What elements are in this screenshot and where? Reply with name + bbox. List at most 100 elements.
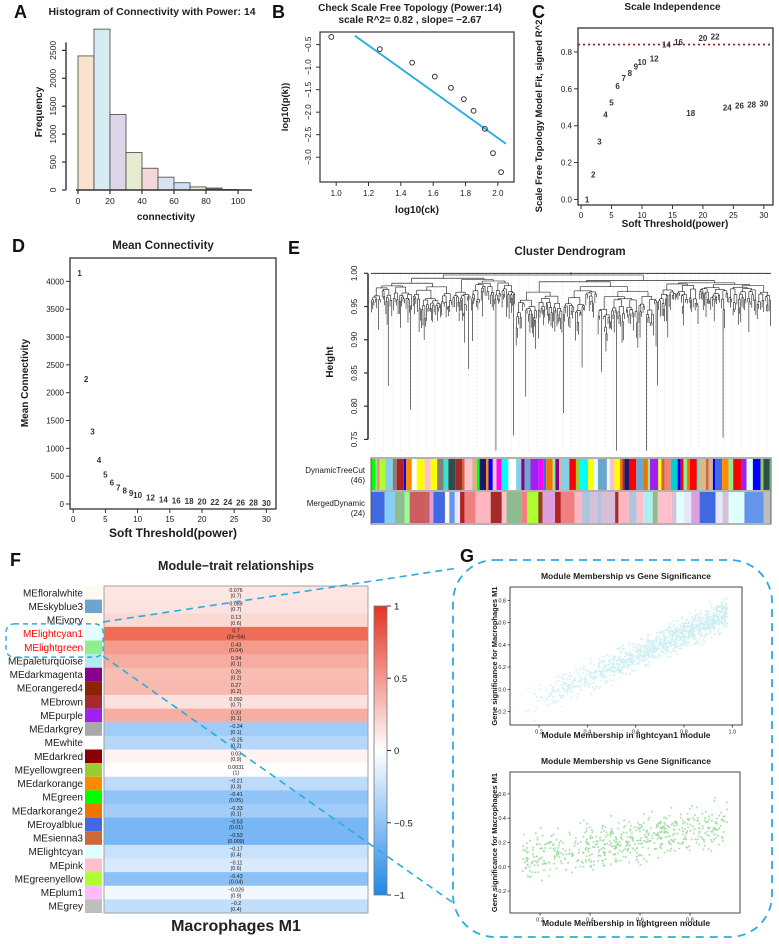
svg-text:1.0: 1.0	[331, 189, 343, 198]
svg-text:MElightcyan: MElightcyan	[29, 847, 83, 858]
svg-text:20: 20	[698, 211, 707, 220]
svg-text:0.8: 0.8	[561, 48, 573, 57]
panel-d-title: Mean Connectivity	[112, 240, 214, 252]
svg-text:log10(p(k)): log10(p(k))	[280, 83, 291, 132]
svg-text:(0.7): (0.7)	[231, 703, 242, 709]
svg-text:0.2: 0.2	[536, 918, 544, 924]
svg-text:MEpaleturquoise: MEpaleturquoise	[8, 656, 83, 667]
panel-b: B Check Scale Free Topology (Power:14) s…	[270, 0, 530, 232]
svg-text:(0.9): (0.9)	[231, 757, 242, 763]
svg-text:MElightgreen: MElightgreen	[24, 643, 83, 654]
svg-text:−0.2: −0.2	[231, 901, 242, 907]
svg-text:MEdarkorange2: MEdarkorange2	[12, 806, 84, 817]
svg-text:1500: 1500	[46, 417, 64, 426]
svg-text:log10(ck): log10(ck)	[395, 205, 439, 216]
svg-text:MEfloralwhite: MEfloralwhite	[23, 588, 83, 599]
svg-text:12: 12	[650, 54, 659, 63]
svg-text:1.0: 1.0	[729, 730, 737, 736]
svg-text:Mean Connectivity: Mean Connectivity	[20, 338, 31, 427]
svg-text:2500: 2500	[48, 41, 58, 60]
svg-text:MEskyblue3: MEskyblue3	[29, 602, 84, 613]
svg-text:MElightcyan1: MElightcyan1	[23, 629, 83, 640]
svg-text:10: 10	[638, 211, 647, 220]
svg-text:1: 1	[585, 195, 590, 204]
svg-text:0.2: 0.2	[561, 159, 573, 168]
svg-text:1.8: 1.8	[460, 189, 472, 198]
panel-c-title: Scale Independence	[624, 2, 721, 13]
svg-text:1: 1	[394, 602, 399, 613]
svg-text:3500: 3500	[46, 305, 64, 314]
svg-text:1: 1	[77, 269, 82, 278]
svg-text:(0.2): (0.2)	[231, 743, 242, 749]
svg-text:(0.04): (0.04)	[229, 880, 243, 886]
svg-text:(0.01): (0.01)	[229, 825, 243, 831]
svg-text:20: 20	[198, 497, 207, 506]
svg-text:0.90: 0.90	[350, 331, 359, 347]
svg-text:MEdarkmagenta: MEdarkmagenta	[10, 670, 84, 681]
svg-text:0.0: 0.0	[498, 865, 506, 871]
svg-text:MergedDynamic: MergedDynamic	[307, 499, 365, 508]
svg-text:40: 40	[137, 196, 147, 206]
svg-text:0.6: 0.6	[636, 918, 644, 924]
panel-letter-b: B	[272, 2, 285, 22]
svg-text:−0.5: −0.5	[394, 818, 413, 829]
svg-text:0: 0	[60, 500, 65, 509]
svg-text:0.0: 0.0	[561, 195, 573, 204]
svg-text:16: 16	[674, 38, 683, 47]
svg-text:4: 4	[603, 111, 608, 120]
svg-text:(1): (1)	[233, 771, 240, 777]
svg-text:30: 30	[262, 499, 271, 508]
svg-text:0.4: 0.4	[561, 122, 573, 131]
svg-text:(0.6): (0.6)	[231, 621, 242, 627]
svg-text:(0.1): (0.1)	[231, 662, 242, 668]
svg-text:0.95: 0.95	[350, 298, 359, 314]
svg-text:0: 0	[394, 746, 399, 757]
svg-text:(0.1): (0.1)	[231, 730, 242, 736]
svg-text:2000: 2000	[48, 69, 58, 88]
svg-text:0.85: 0.85	[350, 365, 359, 381]
svg-text:(0.1): (0.1)	[231, 716, 242, 722]
svg-text:MEivory: MEivory	[47, 616, 83, 627]
svg-text:MEpink: MEpink	[50, 861, 84, 872]
panel-f: F Module−trait relationships MEfloralwhi…	[0, 545, 455, 944]
svg-text:MEyellowgreen: MEyellowgreen	[15, 765, 83, 776]
svg-text:MEgreenyellow: MEgreenyellow	[15, 874, 84, 885]
svg-text:9: 9	[634, 63, 639, 72]
svg-text:0.5: 0.5	[394, 674, 407, 685]
svg-text:(0.4): (0.4)	[231, 907, 242, 913]
svg-text:MEplum1: MEplum1	[41, 888, 84, 899]
svg-text:(0.04): (0.04)	[229, 648, 243, 654]
svg-text:15: 15	[165, 515, 174, 524]
svg-text:0: 0	[579, 211, 584, 220]
svg-text:20: 20	[105, 196, 115, 206]
svg-text:(0.6): (0.6)	[231, 866, 242, 872]
svg-text:20: 20	[198, 515, 207, 524]
panel-letter-a: A	[14, 2, 27, 22]
svg-text:(0.3): (0.3)	[231, 784, 242, 790]
svg-text:18: 18	[185, 497, 194, 506]
svg-text:−0.2: −0.2	[495, 710, 506, 716]
panel-e-title: Cluster Dendrogram	[514, 246, 626, 258]
svg-text:MEsienna3: MEsienna3	[33, 834, 83, 845]
svg-text:0.6: 0.6	[498, 621, 506, 627]
svg-text:2: 2	[591, 171, 596, 180]
svg-text:1.2: 1.2	[363, 189, 375, 198]
svg-text:MEdarkred: MEdarkred	[34, 752, 83, 763]
svg-text:30: 30	[262, 515, 271, 524]
svg-text:Frequency: Frequency	[34, 86, 45, 137]
svg-text:(0.9): (0.9)	[231, 893, 242, 899]
svg-text:MEdarkorange: MEdarkorange	[17, 779, 83, 790]
svg-text:connectivity: connectivity	[137, 212, 196, 223]
svg-text:5: 5	[103, 470, 108, 479]
svg-text:0.6: 0.6	[632, 730, 640, 736]
svg-text:0.6: 0.6	[561, 85, 573, 94]
svg-text:30: 30	[759, 100, 768, 109]
panel-letter-d: D	[12, 236, 25, 256]
svg-text:(0.009): (0.009)	[228, 839, 245, 845]
panel-letter-e: E	[288, 238, 301, 258]
svg-text:(24): (24)	[351, 509, 366, 518]
svg-text:60: 60	[169, 196, 179, 206]
svg-text:(0.7): (0.7)	[231, 594, 242, 600]
svg-text:3: 3	[597, 137, 602, 146]
svg-text:0.8: 0.8	[686, 918, 694, 924]
